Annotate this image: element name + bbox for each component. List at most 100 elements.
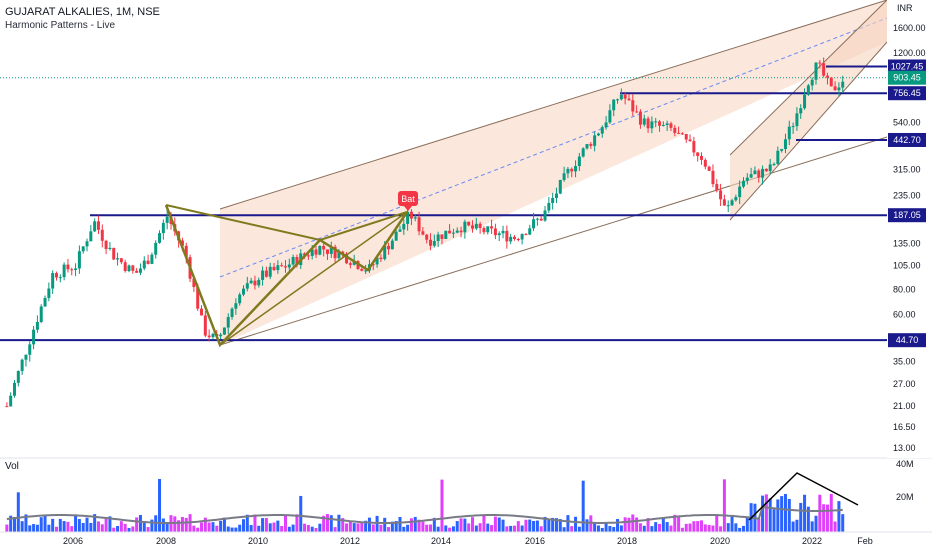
candle-body [841,81,845,88]
volume-bar [417,519,421,532]
volume-bar [455,521,459,532]
candle-body [616,99,620,101]
candle-body [352,261,356,265]
candle-body [371,264,375,266]
volume-bar [85,517,89,532]
volume-bar [596,525,600,532]
symbol-title[interactable]: GUJARAT ALKALIES, 1M, NSE [5,6,160,18]
candle-body [261,270,265,280]
candle-body [631,100,635,112]
volume-bar [89,522,93,532]
candle-body [74,268,78,271]
pattern-tag-pointer [404,206,412,211]
volume-bar [138,514,142,532]
volume-bar [512,525,516,532]
volume-bar [135,517,139,532]
volume-bar [402,526,406,532]
candle-body [333,246,337,259]
volume-bar [703,524,707,532]
candle-body [528,228,532,235]
candle-body [814,62,818,80]
volume-bar [348,520,352,532]
volume-bar [425,524,429,532]
volume-bar [780,496,784,532]
candle-body [150,254,154,264]
candle-body [127,265,131,272]
candle-body [66,264,70,270]
candle-body [196,287,200,309]
candle-body [432,241,436,246]
volume-bar [711,525,715,532]
level-label: 44.70 [896,335,919,345]
volume-layer [0,457,932,532]
candle-body [161,222,165,234]
candle-body [795,113,799,127]
candle-body [409,211,413,219]
candle-body [593,135,597,146]
candle-body [13,382,17,396]
volume-tick: 40M [896,459,914,469]
candle-body [722,199,726,206]
indicator-label[interactable]: Harmonic Patterns - Live [5,20,116,31]
volume-bar [310,526,314,532]
candle-body [600,127,604,134]
volume-bar [390,521,394,532]
candle-body [245,283,249,289]
candle-body [539,218,543,221]
price-tick: 1200.00 [893,48,926,58]
volume-bar [444,525,448,532]
candle-body [753,170,757,175]
volume-bar [127,527,131,532]
candle-body [318,245,322,255]
level-label: 442.70 [893,135,921,145]
price-tick: 35.00 [893,357,916,367]
time-tick: 2022 [802,536,822,546]
volume-bar [16,492,20,532]
volume-bar [165,522,169,532]
volume-bar [276,520,280,532]
candles-layer [5,57,845,408]
time-tick: 2008 [156,536,176,546]
volume-bar [612,527,616,532]
volume-bar [432,517,436,532]
candle-body [516,239,520,241]
candle-body [509,236,513,242]
volume-bar [638,523,642,532]
volume-bar [47,524,51,532]
volume-bar [5,524,9,532]
volume-bar [833,521,837,532]
volume-bar [222,517,226,532]
candle-body [116,258,120,260]
candle-body [726,205,730,207]
volume-bar [367,517,371,532]
candle-body [100,229,104,241]
volume-bar [493,516,497,532]
volume-bar [738,527,742,532]
volume-bar [474,525,478,532]
volume-bar [287,526,291,532]
level-label-bg [888,132,926,147]
volume-bar [226,526,230,532]
volume-bar [280,526,284,532]
candle-body [608,110,612,123]
candle-body [77,251,81,269]
volume-bar [623,517,627,532]
level-label: 756.45 [893,88,921,98]
candle-body [497,233,501,236]
chart-header: GUJARAT ALKALIES, 1M, NSE Harmonic Patte… [5,5,160,33]
volume-bar [776,499,780,532]
candle-body [749,174,753,178]
candle-body [219,334,223,337]
candle-body [741,180,745,187]
candle-body [772,163,776,165]
candle-body [314,249,318,255]
candle-body [200,308,204,316]
candle-body [505,230,509,242]
pattern-label: Bat [401,194,415,204]
candle-body [715,184,719,191]
volume-bar [566,515,570,532]
candle-body [257,279,261,286]
price-tick: 16.50 [893,422,916,432]
